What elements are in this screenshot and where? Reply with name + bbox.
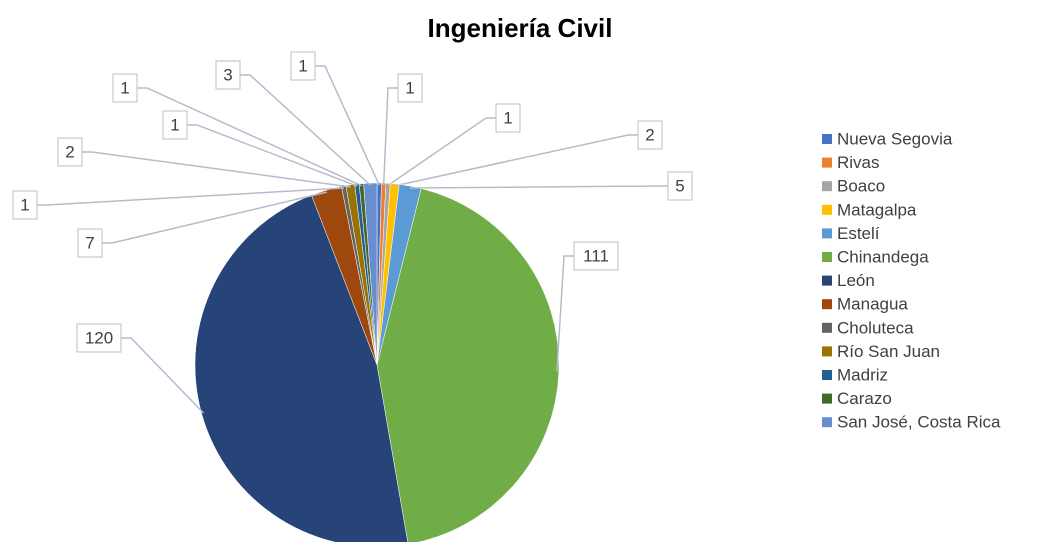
data-label: 7: [85, 233, 94, 252]
data-label-box: [77, 228, 103, 258]
data-label: 3: [223, 65, 232, 84]
leader-line: [240, 74, 371, 186]
legend-label: Carazo: [837, 389, 892, 408]
data-label-box: [76, 323, 122, 353]
legend-label: Rivas: [837, 153, 880, 172]
data-label-box: [637, 120, 663, 150]
data-label-box: [290, 51, 316, 81]
legend-label: Choluteca: [837, 318, 914, 337]
data-label-box: [397, 73, 423, 103]
legend-swatch: [822, 417, 832, 428]
data-label: 120: [85, 328, 113, 347]
leader-line: [187, 124, 358, 187]
data-label-box: [495, 103, 521, 133]
legend-swatch: [822, 299, 832, 310]
legend-swatch: [822, 157, 832, 168]
legend-label: Estelí: [837, 224, 880, 243]
data-label: 1: [405, 78, 414, 97]
leader-line: [394, 134, 638, 187]
leader-line: [82, 151, 351, 188]
legend-label: Boaco: [837, 177, 885, 196]
legend-swatch: [822, 134, 832, 144]
leader-line: [137, 87, 362, 187]
legend-label: Río San Juan: [837, 342, 940, 361]
legend-swatch: [822, 204, 832, 215]
legend-label: Matagalpa: [837, 200, 917, 219]
data-label: 1: [20, 195, 29, 214]
leader-line: [556, 255, 574, 372]
legend-label: Nueva Segovia: [837, 129, 953, 148]
data-label: 111: [583, 246, 609, 265]
legend-swatch: [822, 393, 832, 404]
data-label-box: [57, 137, 83, 167]
legend-label: Managua: [837, 295, 908, 314]
legend-label: San José, Costa Rica: [837, 413, 1001, 432]
leader-line: [315, 65, 380, 186]
leader-line: [382, 87, 398, 186]
data-label-box: [573, 241, 619, 271]
data-label: 5: [675, 176, 684, 195]
data-label-box: [12, 190, 38, 220]
legend-label: Madriz: [837, 365, 888, 384]
leader-line: [37, 187, 345, 206]
legend-swatch: [822, 181, 832, 192]
data-label-box: [215, 60, 241, 90]
chart-title: Ingeniería Civil: [428, 13, 613, 43]
legend-swatch: [822, 346, 832, 357]
data-label: 1: [170, 115, 179, 134]
legend-swatch: [822, 228, 832, 239]
pie-slice: [376, 188, 560, 542]
legend-swatch: [822, 322, 832, 333]
data-label-box: [162, 110, 188, 140]
data-label-box: [112, 73, 138, 103]
leader-line: [409, 185, 668, 189]
data-label: 1: [298, 56, 307, 75]
leader-line: [121, 337, 205, 414]
pie-slice: [363, 182, 378, 366]
leader-line: [102, 191, 328, 244]
data-label: 2: [65, 142, 74, 161]
legend-swatch: [822, 370, 832, 380]
data-label: 1: [120, 78, 129, 97]
legend-label: Chinandega: [837, 247, 929, 266]
data-label: 1: [503, 108, 512, 127]
legend-label: León: [837, 271, 875, 290]
legend-swatch: [822, 275, 832, 286]
leader-line: [387, 117, 496, 186]
data-label-box: [667, 171, 693, 201]
data-label: 2: [645, 125, 654, 144]
legend-swatch: [822, 252, 832, 262]
